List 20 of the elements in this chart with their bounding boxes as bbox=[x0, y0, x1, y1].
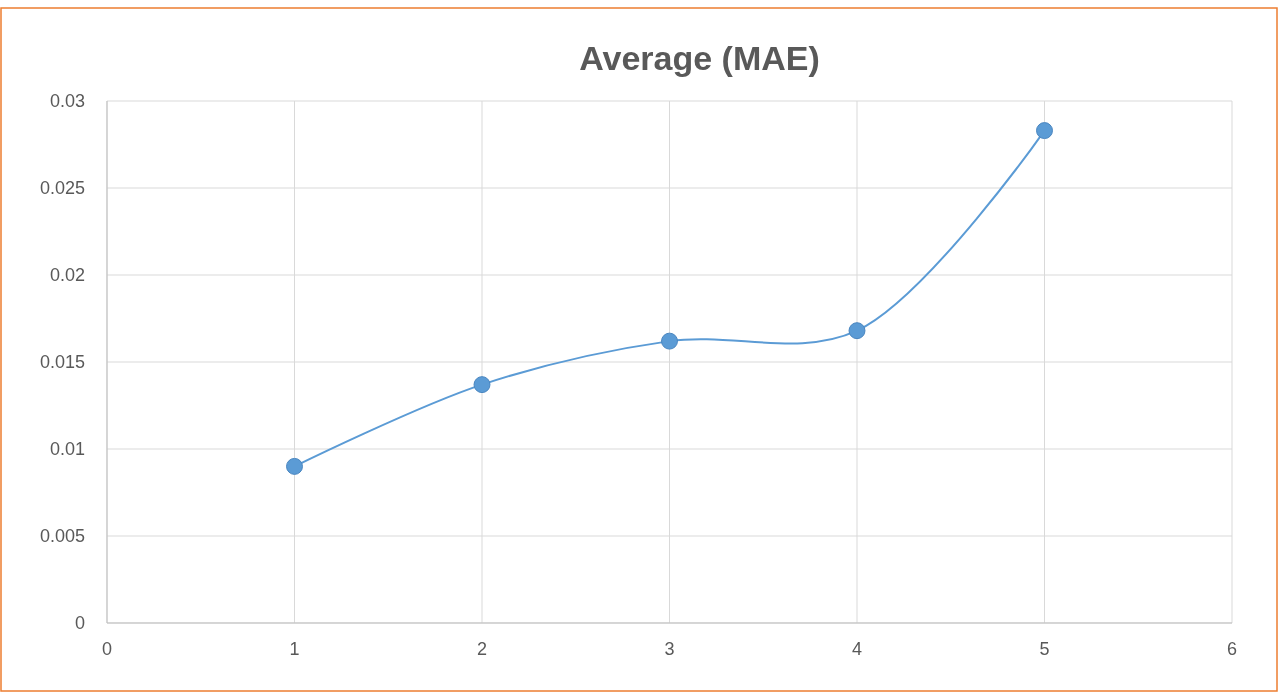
x-tick-label: 6 bbox=[1226, 639, 1238, 659]
x-tick-label: 4 bbox=[851, 639, 863, 659]
x-tick-label: 0 bbox=[101, 639, 113, 659]
point bbox=[286, 457, 303, 475]
point bbox=[473, 376, 491, 394]
y-tick-label: 0.03 bbox=[49, 91, 85, 112]
x-tick-label: 2 bbox=[476, 639, 488, 659]
x-tick-label: 3 bbox=[664, 639, 675, 659]
point bbox=[1036, 122, 1053, 140]
y-tick-label: 0 bbox=[74, 613, 85, 634]
chart-title: Average (MAE) bbox=[579, 39, 820, 77]
point bbox=[848, 322, 866, 340]
x-tick-label: 1 bbox=[289, 639, 300, 659]
x-tick-label: 5 bbox=[1039, 639, 1050, 659]
point bbox=[661, 332, 678, 350]
y-tick-label: 0.02 bbox=[49, 265, 85, 286]
y-tick-label: 0.025 bbox=[39, 178, 85, 199]
y-tick-label: 0.015 bbox=[39, 352, 85, 373]
y-tick-label: 0.005 bbox=[39, 526, 85, 547]
y-tick-label: 0.01 bbox=[49, 439, 85, 460]
